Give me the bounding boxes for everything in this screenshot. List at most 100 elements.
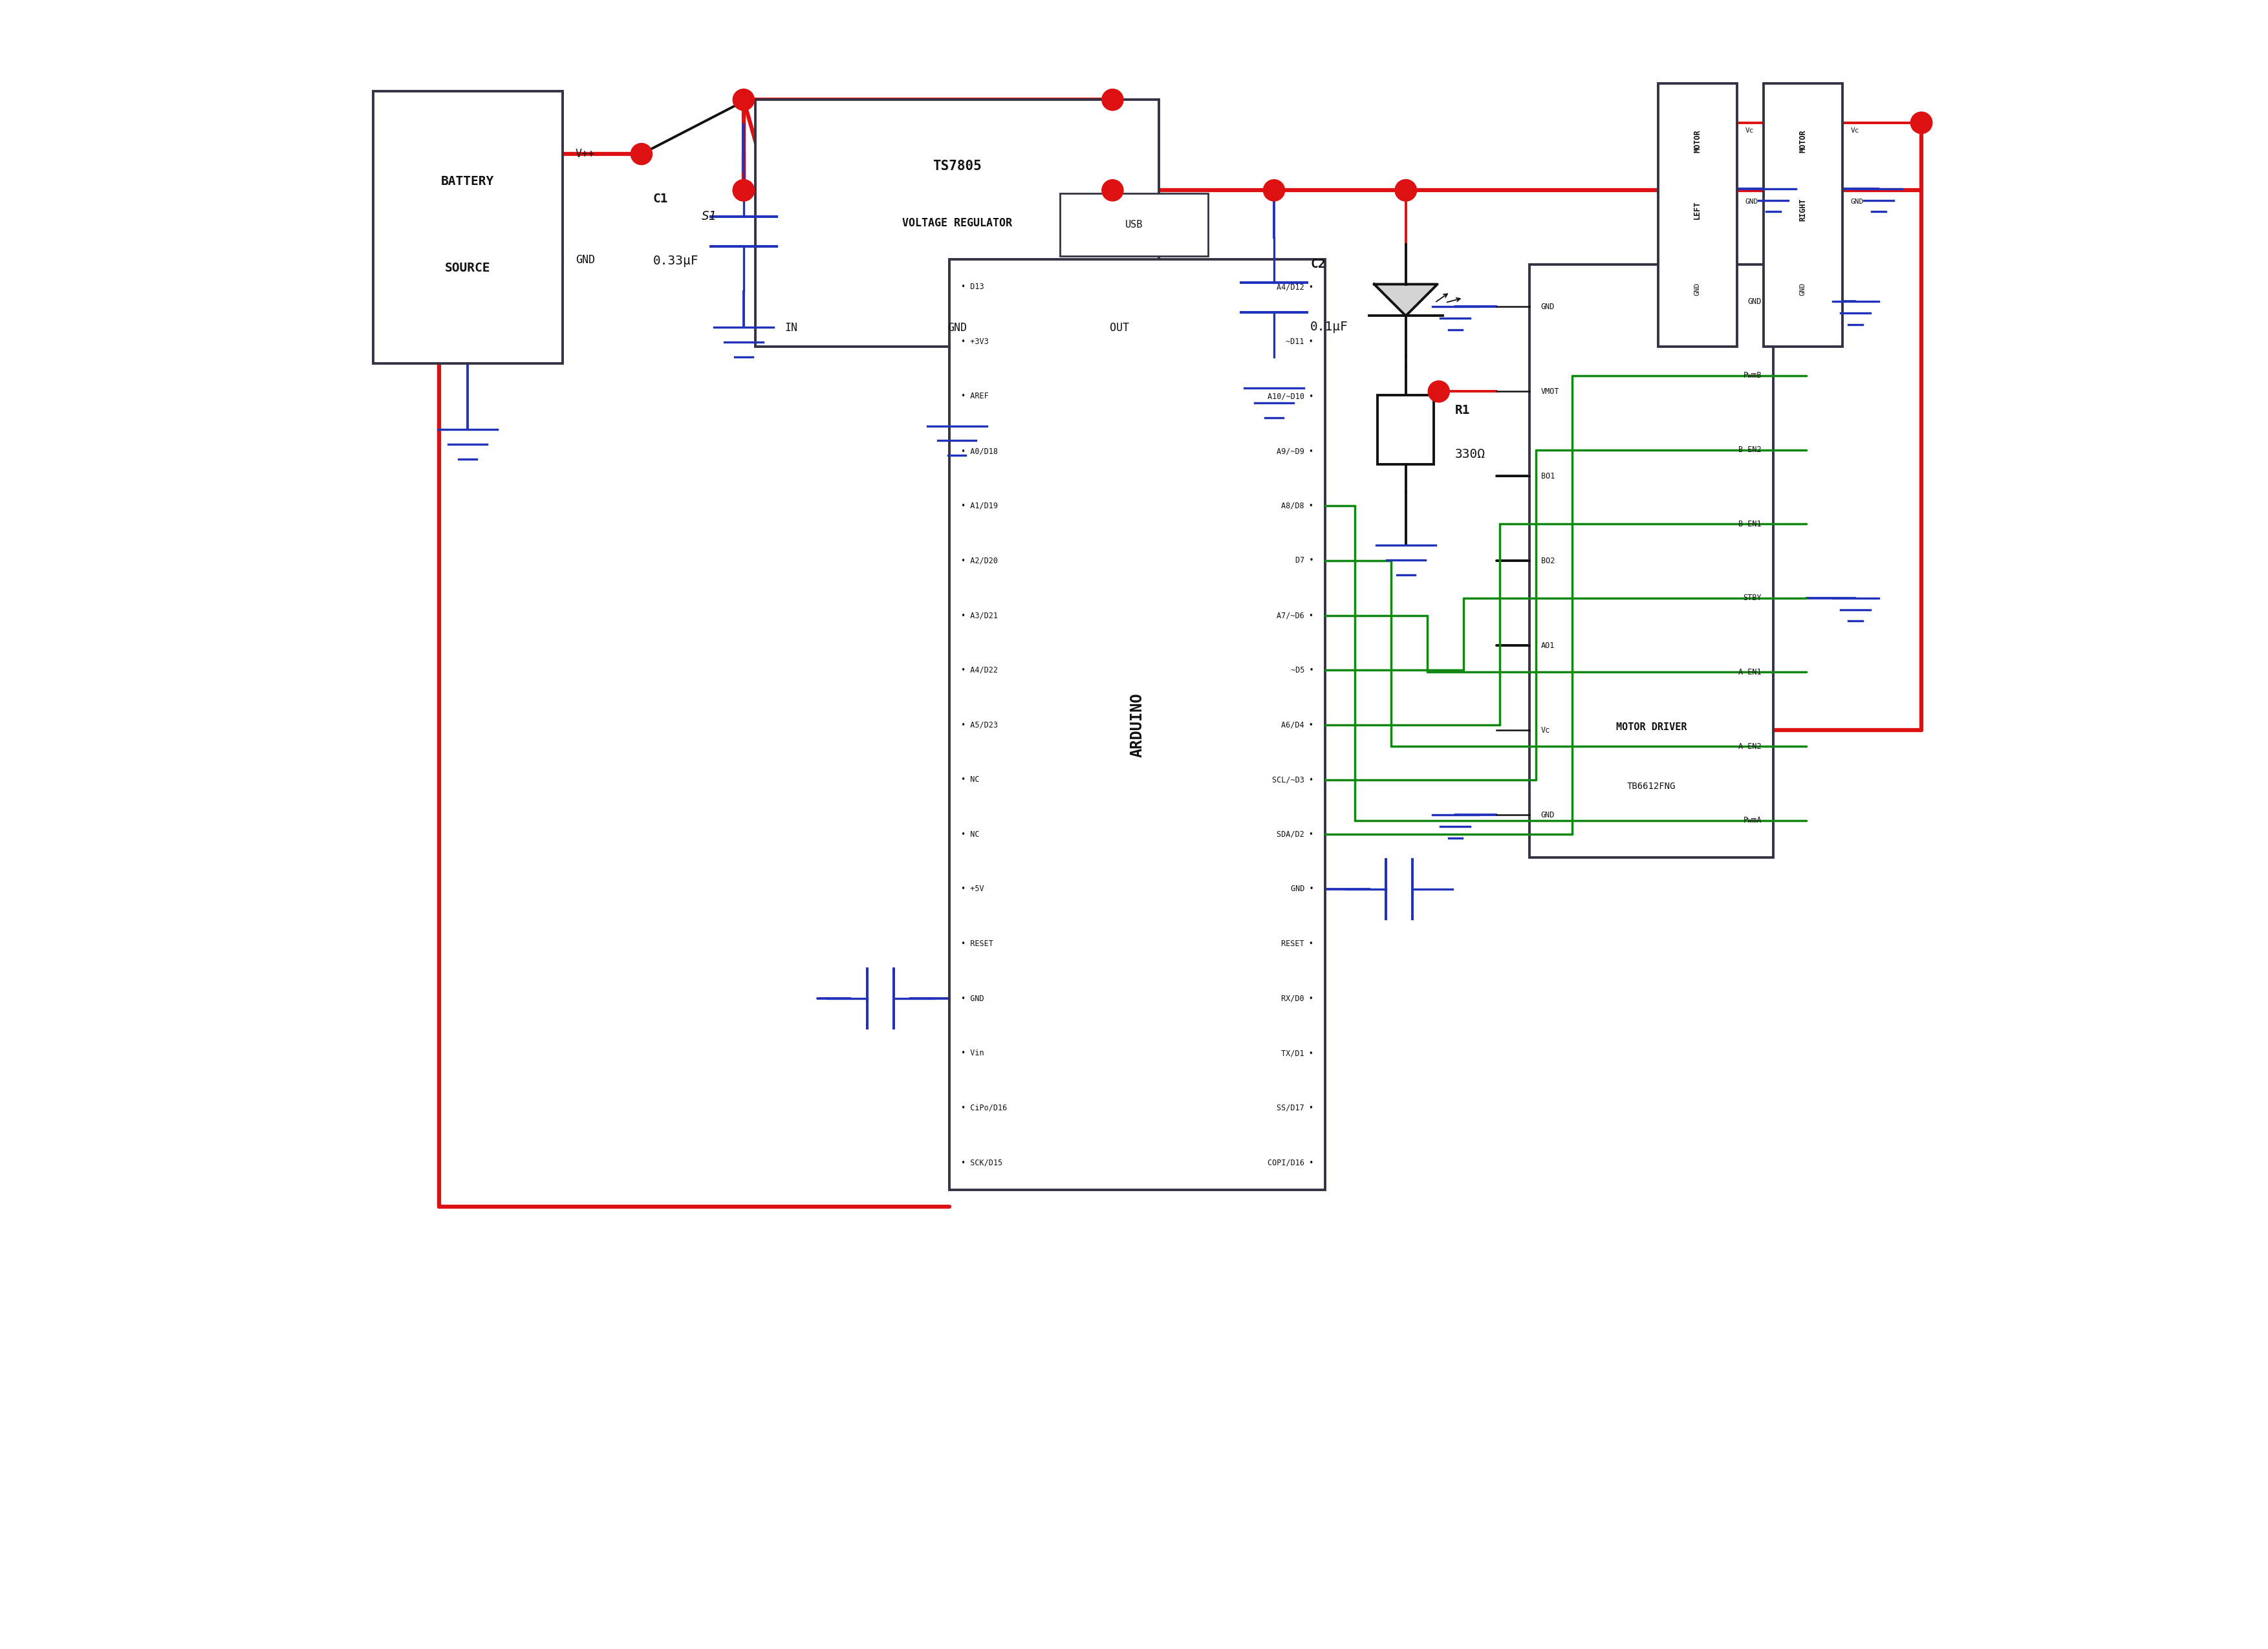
Circle shape — [1102, 180, 1123, 201]
Text: • A4/D22: • A4/D22 — [962, 666, 998, 674]
Text: COPI/D16 •: COPI/D16 • — [1268, 1159, 1313, 1167]
Text: LEFT: LEFT — [1694, 201, 1701, 219]
Text: B EN2: B EN2 — [1740, 445, 1762, 453]
Text: VOLTAGE REGULATOR: VOLTAGE REGULATOR — [903, 218, 1012, 229]
Text: RX/D0 •: RX/D0 • — [1281, 994, 1313, 1003]
Text: STBY: STBY — [1744, 594, 1762, 602]
Text: • D13: • D13 — [962, 282, 984, 292]
Text: A9/~D9 •: A9/~D9 • — [1277, 447, 1313, 455]
Text: PwmA: PwmA — [1744, 816, 1762, 824]
Text: GND: GND — [1540, 303, 1554, 312]
Text: A6/D4 •: A6/D4 • — [1281, 721, 1313, 729]
Text: C2: C2 — [1311, 259, 1325, 270]
Circle shape — [631, 143, 653, 165]
Text: A4/D12 •: A4/D12 • — [1277, 282, 1313, 292]
Text: • A3/D21: • A3/D21 — [962, 612, 998, 620]
Circle shape — [1102, 89, 1123, 110]
Text: • GND: • GND — [962, 994, 984, 1003]
Text: SS/D17 •: SS/D17 • — [1277, 1103, 1313, 1113]
Text: • CiPo/D16: • CiPo/D16 — [962, 1103, 1007, 1113]
Text: GND: GND — [948, 322, 966, 333]
Text: ARDUINO: ARDUINO — [1129, 693, 1145, 757]
Bar — [950, 259, 1325, 1191]
Text: GND: GND — [1540, 811, 1554, 820]
Text: V++: V++ — [576, 148, 594, 160]
Text: C1: C1 — [653, 193, 669, 204]
Text: BO1: BO1 — [1540, 472, 1554, 480]
Text: AO1: AO1 — [1540, 641, 1554, 650]
Text: GND: GND — [1799, 282, 1805, 295]
Text: GND: GND — [1851, 198, 1864, 204]
Circle shape — [1429, 381, 1449, 402]
Text: SCL/~D3 •: SCL/~D3 • — [1272, 775, 1313, 783]
Text: A10/~D10 •: A10/~D10 • — [1268, 392, 1313, 401]
Text: TX/D1 •: TX/D1 • — [1281, 1049, 1313, 1057]
Text: A EN1: A EN1 — [1740, 668, 1762, 676]
Bar — [1658, 82, 1737, 346]
Text: USB: USB — [1125, 219, 1143, 229]
Text: BO2: BO2 — [1540, 557, 1554, 566]
Text: 0.1μF: 0.1μF — [1311, 322, 1347, 333]
Text: A8/D8 •: A8/D8 • — [1281, 501, 1313, 510]
Text: • NC: • NC — [962, 829, 980, 839]
Text: A7/~D6 •: A7/~D6 • — [1277, 612, 1313, 620]
Text: S1: S1 — [701, 211, 717, 223]
Text: B EN1: B EN1 — [1740, 519, 1762, 528]
Circle shape — [733, 180, 755, 201]
Text: MOTOR: MOTOR — [1799, 130, 1808, 153]
Text: VMOT: VMOT — [1540, 388, 1560, 396]
Text: RESET •: RESET • — [1281, 940, 1313, 948]
Text: • +3V3: • +3V3 — [962, 338, 989, 346]
Text: • A1/D19: • A1/D19 — [962, 501, 998, 510]
Text: • A2/D20: • A2/D20 — [962, 556, 998, 566]
Bar — [372, 91, 562, 363]
Text: GND: GND — [1749, 297, 1762, 305]
Text: GND: GND — [1744, 198, 1758, 204]
Bar — [1762, 82, 1842, 346]
Text: SDA/D2 •: SDA/D2 • — [1277, 829, 1313, 839]
Text: • A0/D18: • A0/D18 — [962, 447, 998, 455]
Text: ~D5 •: ~D5 • — [1290, 666, 1313, 674]
Text: ~D11 •: ~D11 • — [1286, 338, 1313, 346]
Text: IN: IN — [785, 322, 798, 333]
Bar — [1529, 264, 1774, 857]
Circle shape — [1910, 112, 1932, 134]
Text: BATTERY: BATTERY — [440, 175, 494, 188]
Bar — [1377, 396, 1433, 465]
Text: • AREF: • AREF — [962, 392, 989, 401]
Text: TS7805: TS7805 — [932, 160, 982, 173]
Circle shape — [1910, 112, 1932, 134]
Text: Vc: Vc — [1744, 127, 1753, 134]
Text: D7 •: D7 • — [1295, 556, 1313, 566]
Text: MOTOR: MOTOR — [1694, 130, 1701, 153]
Text: • RESET: • RESET — [962, 940, 993, 948]
Text: OUT: OUT — [1109, 322, 1129, 333]
Text: Vc: Vc — [1540, 726, 1549, 734]
Bar — [755, 99, 1159, 346]
Text: • SCK/D15: • SCK/D15 — [962, 1159, 1002, 1167]
Text: GND: GND — [576, 254, 594, 265]
Circle shape — [733, 89, 755, 110]
Text: R1: R1 — [1456, 404, 1470, 416]
Circle shape — [1263, 180, 1284, 201]
Text: • +5V: • +5V — [962, 886, 984, 894]
Text: SOURCE: SOURCE — [445, 262, 490, 274]
Text: A EN2: A EN2 — [1740, 742, 1762, 750]
Circle shape — [733, 180, 755, 201]
Text: • NC: • NC — [962, 775, 980, 783]
Text: 0.33μF: 0.33μF — [653, 256, 699, 267]
Text: TB6612FNG: TB6612FNG — [1626, 782, 1676, 792]
Circle shape — [1395, 180, 1418, 201]
Text: RIGHT: RIGHT — [1799, 198, 1808, 221]
Bar — [1059, 193, 1209, 256]
Text: 330Ω: 330Ω — [1456, 449, 1486, 460]
Text: • A5/D23: • A5/D23 — [962, 721, 998, 729]
Circle shape — [1395, 180, 1418, 201]
Text: PwmB: PwmB — [1744, 371, 1762, 379]
Text: • Vin: • Vin — [962, 1049, 984, 1057]
Text: Vc: Vc — [1851, 127, 1860, 134]
Polygon shape — [1374, 284, 1438, 317]
Text: MOTOR DRIVER: MOTOR DRIVER — [1615, 722, 1687, 732]
Text: GND: GND — [1694, 282, 1701, 295]
Text: GND •: GND • — [1290, 886, 1313, 894]
